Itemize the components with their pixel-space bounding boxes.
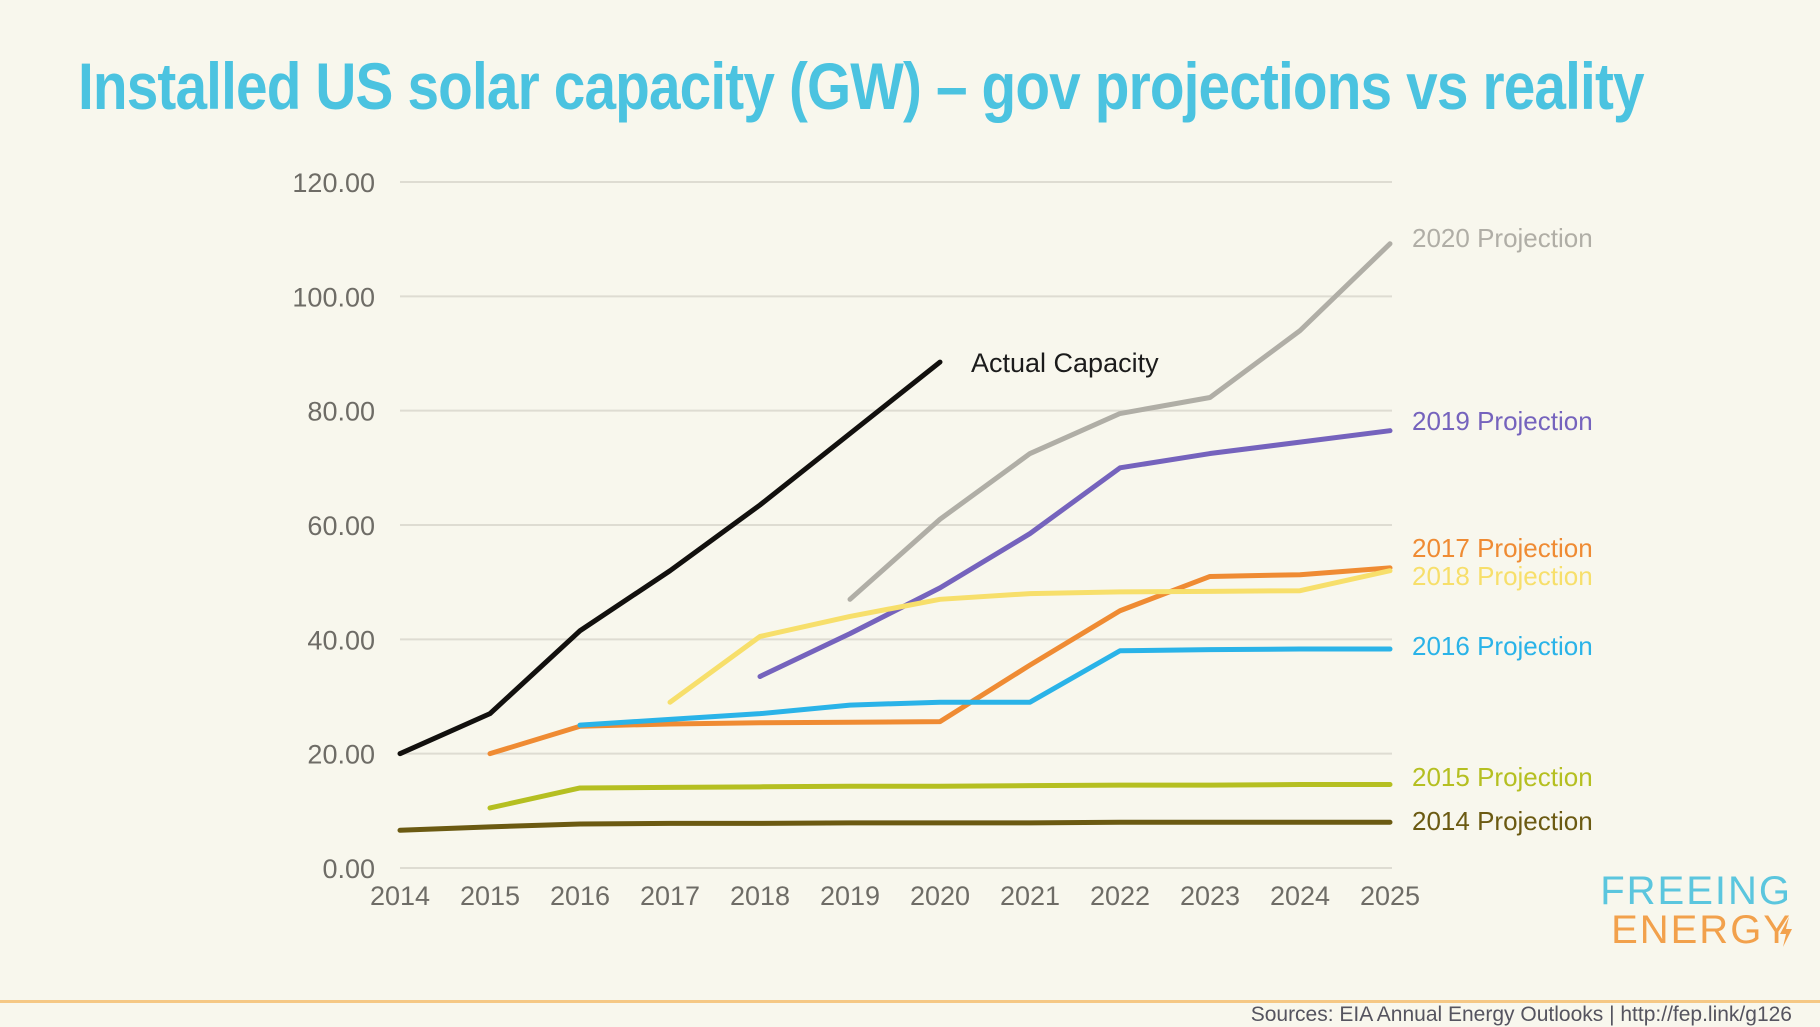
series-label: 2016 Projection — [1412, 631, 1593, 661]
y-tick-label: 60.00 — [307, 511, 375, 541]
gridlines — [400, 181, 1392, 869]
series-line — [577, 646, 1393, 728]
brand-logo: FREEING ENERGY — [1600, 869, 1792, 952]
x-tick-label: 2023 — [1180, 881, 1240, 911]
lightning-bolt-icon — [1780, 916, 1792, 947]
series-label: 2019 Projection — [1412, 406, 1593, 436]
brand-line-energy: ENERGY — [1600, 907, 1792, 952]
x-tick-label: 2018 — [730, 881, 790, 911]
series-line — [487, 782, 1393, 811]
series-line — [847, 241, 1393, 602]
y-tick-label: 80.00 — [307, 397, 375, 427]
series-label: Actual Capacity — [971, 348, 1159, 378]
series-labels: Actual Capacity 2020 Projection 2019 Proje… — [971, 223, 1593, 836]
footer-divider — [0, 1000, 1820, 1003]
series-line — [397, 359, 943, 757]
sources-text: Sources: EIA Annual Energy Outlooks | ht… — [1250, 1003, 1792, 1026]
y-tick-label: 100.00 — [292, 282, 375, 312]
x-tick-label: 2024 — [1270, 881, 1330, 911]
series-line — [397, 819, 1393, 833]
x-tick-label: 2017 — [640, 881, 700, 911]
page-title: Installed US solar capacity (GW) – gov p… — [78, 49, 1645, 123]
x-tick-label: 2016 — [550, 881, 610, 911]
y-tick-label: 120.00 — [292, 168, 375, 198]
series-label: 2015 Projection — [1412, 762, 1593, 792]
brand-line-freeing: FREEING — [1600, 869, 1792, 913]
series-label: 2018 Projection — [1412, 561, 1593, 591]
x-tick-label: 2015 — [460, 881, 520, 911]
brand-energy-text: ENERGY — [1611, 907, 1792, 952]
x-tick-label: 2020 — [910, 881, 970, 911]
x-tick-label: 2019 — [820, 881, 880, 911]
y-tick-label: 0.00 — [322, 854, 375, 884]
x-axis-tick-labels: 2014 2015 2016 2017 2018 2019 2020 2021 2022 2023… — [370, 881, 1420, 911]
y-tick-label: 40.00 — [307, 625, 375, 655]
series-label: 2017 Projection — [1412, 533, 1593, 563]
series-line — [667, 568, 1393, 705]
x-tick-label: 2014 — [370, 881, 430, 911]
y-tick-label: 20.00 — [307, 740, 375, 770]
series-label: 2020 Projection — [1412, 223, 1593, 253]
y-axis-tick-labels: 0.00 20.00 40.00 60.00 80.00 100.00 120.00 — [292, 168, 375, 884]
series-line — [487, 565, 1393, 757]
x-tick-label: 2022 — [1090, 881, 1150, 911]
series-lines — [397, 241, 1393, 833]
series-label: 2014 Projection — [1412, 806, 1593, 836]
series-line — [757, 428, 1393, 679]
x-tick-label: 2021 — [1000, 881, 1060, 911]
x-tick-label: 2025 — [1360, 881, 1420, 911]
